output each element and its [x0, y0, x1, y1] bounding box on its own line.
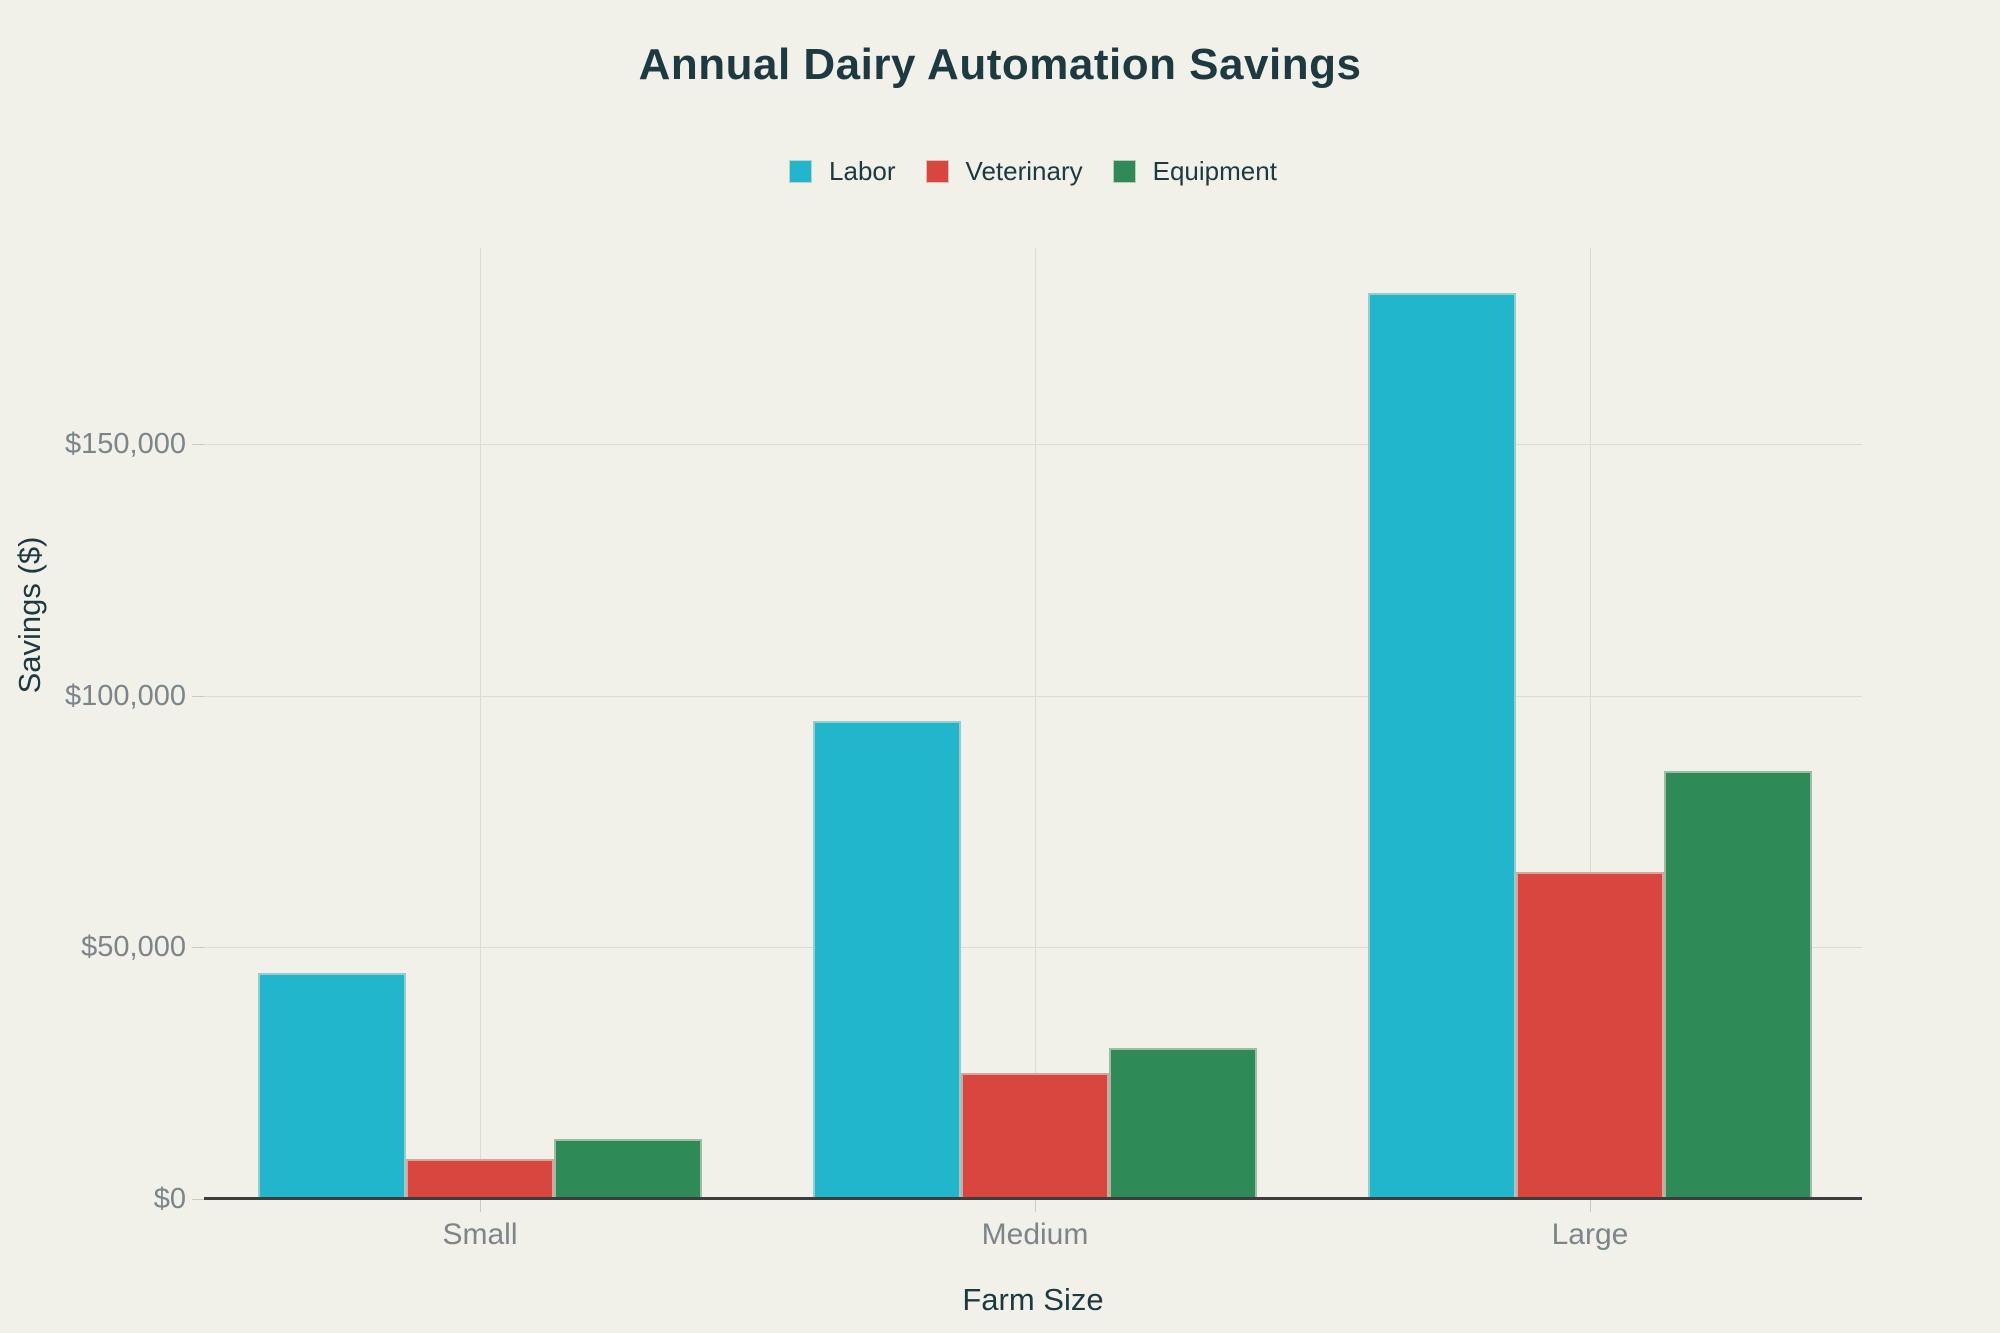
y-gridline — [204, 695, 1862, 697]
x-axis-tick-label: Small — [442, 1218, 518, 1251]
y-gridline — [204, 444, 1862, 446]
x-axis-line — [204, 1197, 1862, 1200]
x-axis-tick-mark — [1590, 1199, 1591, 1212]
legend-item-equipment[interactable]: Equipment — [1112, 156, 1277, 187]
bar-small-veterinary[interactable] — [406, 1158, 554, 1199]
y-axis-tick-mark — [192, 695, 204, 697]
y-axis-tick-label: $0 — [153, 1183, 186, 1215]
bar-small-labor[interactable] — [258, 972, 406, 1199]
y-axis-tick-mark — [192, 1199, 204, 1200]
bar-medium-equipment[interactable] — [1109, 1048, 1257, 1199]
x-gridline — [1035, 248, 1036, 1199]
y-axis-tick-label: $100,000 — [65, 679, 186, 712]
bar-large-labor[interactable] — [1368, 293, 1516, 1199]
y-axis-title: Savings ($) — [12, 536, 47, 694]
equipment-swatch-icon — [1112, 160, 1136, 183]
legend-label: Veterinary — [965, 156, 1083, 186]
labor-swatch-icon — [789, 160, 813, 183]
x-axis-tick-label: Large — [1551, 1218, 1629, 1251]
bar-large-veterinary[interactable] — [1516, 871, 1664, 1199]
legend-label: Labor — [829, 156, 896, 186]
legend-label: Equipment — [1152, 156, 1277, 186]
y-axis-tick-mark — [192, 444, 204, 446]
bar-medium-labor[interactable] — [813, 720, 961, 1199]
x-gridline — [1590, 248, 1591, 1199]
x-axis-tick-label: Medium — [981, 1218, 1089, 1251]
y-axis-tick-label: $150,000 — [65, 428, 186, 461]
y-axis-tick-label: $50,000 — [81, 931, 186, 964]
veterinary-swatch-icon — [925, 160, 949, 183]
legend-item-labor[interactable]: Labor — [789, 156, 896, 187]
x-axis-tick-mark — [480, 1199, 481, 1212]
y-gridline — [204, 947, 1862, 949]
bar-large-equipment[interactable] — [1664, 771, 1812, 1199]
bar-medium-veterinary[interactable] — [961, 1073, 1109, 1199]
chart-title: Annual Dairy Automation Savings — [638, 40, 1362, 89]
x-axis-title: Farm Size — [962, 1282, 1104, 1317]
legend-item-veterinary[interactable]: Veterinary — [925, 156, 1083, 187]
y-axis-tick-mark — [192, 947, 204, 949]
bar-small-equipment[interactable] — [554, 1138, 702, 1199]
x-axis-tick-mark — [1035, 1199, 1036, 1212]
legend: Labor Veterinary Equipment — [204, 156, 1862, 187]
x-gridline — [480, 248, 481, 1199]
